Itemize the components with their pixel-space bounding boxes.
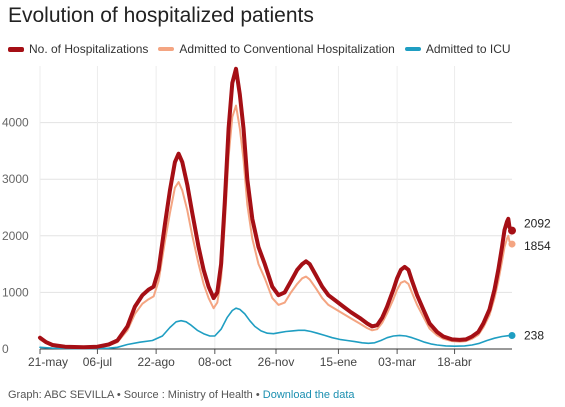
footer-source: Source : Ministry of Health bbox=[123, 389, 253, 401]
legend-item-hospitalizations[interactable]: No. of Hospitalizations bbox=[8, 42, 148, 56]
x-tick-label-26-nov: 26-nov bbox=[258, 355, 295, 369]
y-tick-label-2000: 2000 bbox=[2, 229, 29, 243]
legend-swatch-icu bbox=[404, 47, 421, 51]
y-tick-label-1000: 1000 bbox=[2, 285, 29, 299]
chart-grid bbox=[39, 66, 512, 349]
series-line-icu bbox=[39, 307, 513, 350]
end-marker-icu bbox=[508, 332, 516, 340]
x-tick-label-06-jul: 06-jul bbox=[83, 355, 112, 369]
line-chart: 0 1000 2000 3000 4000 21-may 06-jul 22-ago 08-o… bbox=[2, 66, 551, 369]
chart-title: Evolution of hospitalized patients bbox=[8, 4, 314, 27]
legend-label-hospitalizations: No. of Hospitalizations bbox=[29, 42, 149, 56]
x-tick-label-22-ago: 22-ago bbox=[137, 355, 175, 369]
y-axis: 0 1000 2000 3000 4000 bbox=[2, 116, 29, 356]
x-tick-label-03-mar: 03-mar bbox=[378, 355, 416, 369]
end-label-hospitalizations: 2092 bbox=[524, 217, 551, 231]
series-line-hospitalizations bbox=[38, 66, 514, 350]
end-marker-conventional bbox=[508, 240, 516, 248]
footer-graph-credit: Graph: ABC SEVILLA bbox=[8, 389, 114, 401]
legend-item-conventional[interactable]: Admitted to Conventional Hospitalization bbox=[158, 42, 395, 56]
end-label-icu: 238 bbox=[524, 329, 544, 343]
x-tick-label-21-may: 21-may bbox=[28, 355, 68, 369]
end-marker-hospitalizations bbox=[508, 226, 516, 235]
legend-label-icu: Admitted to ICU bbox=[425, 42, 511, 56]
footer-separator-2: • bbox=[255, 389, 260, 401]
legend-item-icu[interactable]: Admitted to ICU bbox=[404, 42, 511, 56]
chart-footer: Graph: ABC SEVILLA • Source : Ministry o… bbox=[8, 389, 355, 401]
x-tick-label-08-oct: 08-oct bbox=[198, 355, 232, 369]
y-tick-label-3000: 3000 bbox=[2, 172, 29, 186]
legend-swatch-conventional bbox=[158, 47, 175, 51]
y-tick-label-0: 0 bbox=[2, 342, 9, 356]
x-tick-label-15-ene: 15-ene bbox=[320, 355, 358, 369]
chart-legend: No. of Hospitalizations Admitted to Conv… bbox=[8, 41, 521, 57]
x-tick-label-18-abr: 18-abr bbox=[437, 355, 472, 369]
legend-swatch-hospitalizations bbox=[8, 46, 24, 52]
footer-separator: • bbox=[116, 389, 121, 401]
legend-label-conventional: Admitted to Conventional Hospitalization bbox=[179, 42, 395, 56]
download-data-link[interactable]: Download the data bbox=[262, 389, 355, 401]
x-axis: 21-may 06-jul 22-ago 08-oct 26-nov 15-ene 03-m… bbox=[28, 348, 512, 369]
end-label-conventional: 1854 bbox=[524, 239, 551, 253]
chart-series bbox=[38, 66, 514, 350]
end-labels: 2092 1854 238 bbox=[508, 217, 551, 343]
y-tick-label-4000: 4000 bbox=[2, 116, 29, 130]
